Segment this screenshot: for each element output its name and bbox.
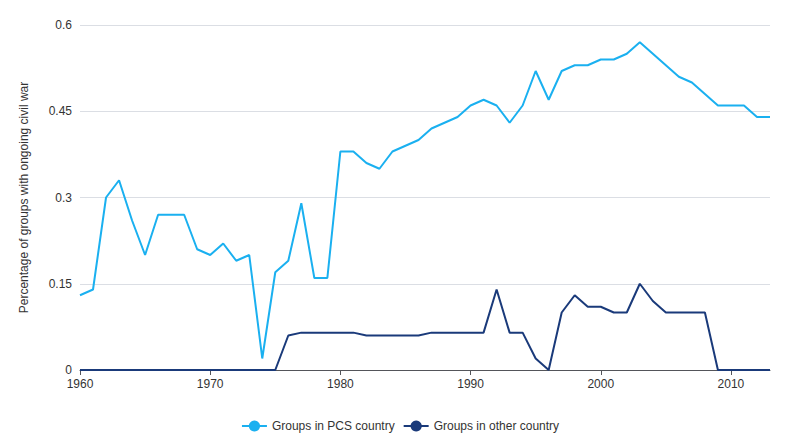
svg-text:2000: 2000 xyxy=(587,377,614,391)
svg-text:1980: 1980 xyxy=(327,377,354,391)
svg-text:0.3: 0.3 xyxy=(55,191,72,205)
svg-text:Groups in other country: Groups in other country xyxy=(434,419,559,433)
svg-text:1960: 1960 xyxy=(67,377,94,391)
svg-text:Percentage of groups with ongo: Percentage of groups with ongoing civil … xyxy=(17,82,31,313)
svg-text:1990: 1990 xyxy=(457,377,484,391)
svg-text:0.45: 0.45 xyxy=(49,104,73,118)
svg-text:Groups in PCS country: Groups in PCS country xyxy=(272,419,395,433)
svg-text:1970: 1970 xyxy=(197,377,224,391)
svg-text:0: 0 xyxy=(65,363,72,377)
svg-text:0.15: 0.15 xyxy=(49,277,73,291)
svg-text:2010: 2010 xyxy=(718,377,745,391)
svg-text:0.6: 0.6 xyxy=(55,18,72,32)
